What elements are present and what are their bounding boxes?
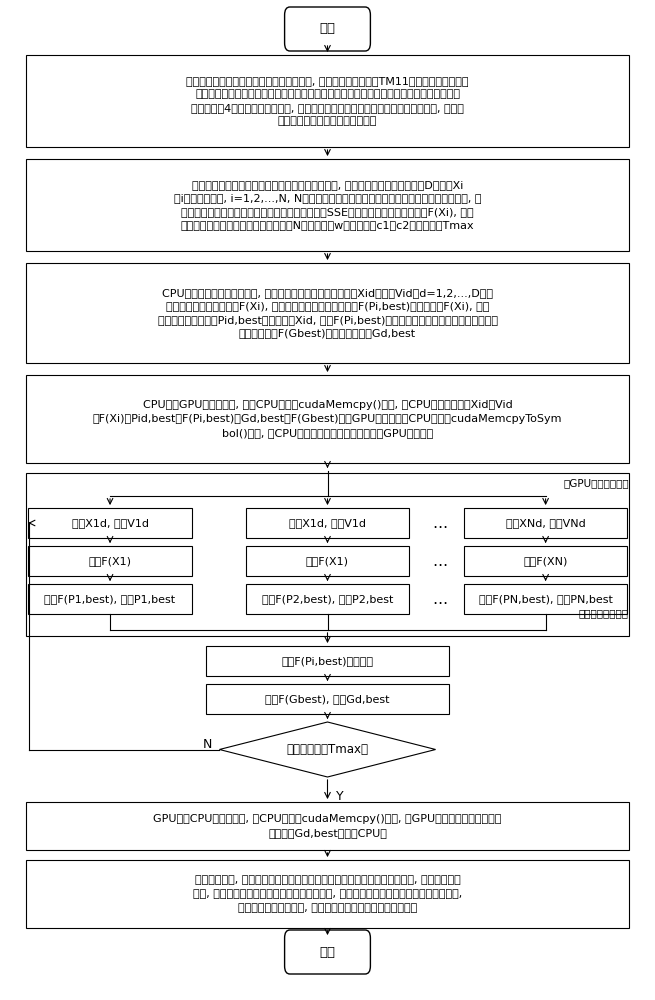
Bar	[26, 375, 629, 463]
Polygon shape	[219, 722, 436, 777]
Bar	[28, 584, 192, 614]
Text: Y: Y	[335, 790, 343, 803]
Text: 计算F(X1): 计算F(X1)	[306, 556, 349, 566]
Text: （并行规约算法）: （并行规约算法）	[579, 608, 629, 618]
Text: 更新F(P2,best), 更新P2,best: 更新F(P2,best), 更新P2,best	[262, 594, 393, 604]
Text: 构建圆形微带天线谐振频率的粒子群神经网络模型, 包括将每个粒子编码成一个D维向量Xi
（i代表粒子编号, i=1,2,...,N, N为粒子群中的粒子数目）代表: 构建圆形微带天线谐振频率的粒子群神经网络模型, 包括将每个粒子编码成一个D维向量…	[174, 180, 481, 230]
Bar	[26, 263, 629, 363]
Bar	[464, 584, 627, 614]
Bar	[464, 508, 627, 538]
Text: 更新XNd, 更新VNd: 更新XNd, 更新VNd	[506, 518, 586, 528]
Text: GPU端到CPU端数据传递, 即CPU端调用cudaMemcpy()函数, 将GPU端训练好的神经网络最
优权阈值Gd,best传回至CPU端: GPU端到CPU端数据传递, 即CPU端调用cudaMemcpy()函数, 将G…	[153, 814, 502, 838]
Text: 更新X1d, 更新V1d: 更新X1d, 更新V1d	[289, 518, 366, 528]
Text: 构建圆形微带天线谐振频率的神经网络模型, 包括将圆形微带天线TM11模式下谐振频率的神
经网络训练样本和测试样本（每个样本包含贴片半径、介质基片厚度、相对介电常: 构建圆形微带天线谐振频率的神经网络模型, 包括将圆形微带天线TM11模式下谐振频…	[186, 76, 469, 126]
Bar	[26, 802, 629, 850]
Bar	[246, 546, 409, 576]
Text: 更新F(Gbest), 更新Gd,best: 更新F(Gbest), 更新Gd,best	[265, 694, 390, 704]
Text: 分析建模性能, 包括将归一化的训练样本和测试样本带入训练好的神经网络, 将网络输出反
归一, 得到圆形微带天线谐振频率的网络输出值, 求出网络输出值与实测值的绝: 分析建模性能, 包括将归一化的训练样本和测试样本带入训练好的神经网络, 将网络输…	[193, 875, 462, 913]
Text: …: …	[432, 554, 448, 569]
Text: …: …	[432, 592, 448, 607]
Text: 更新F(PN,best), 更新PN,best: 更新F(PN,best), 更新PN,best	[479, 594, 612, 604]
Bar	[246, 584, 409, 614]
Bar	[206, 684, 449, 714]
Text: CPU端初始化粒子群神经网络, 包括随机初始化每个粒子的位置Xid和速度Vid（d=1,2,...,D），
计算每个粒子的适应度值F(Xi), 每个粒子的个体最: CPU端初始化粒子群神经网络, 包括随机初始化每个粒子的位置Xid和速度Vid（…	[157, 288, 498, 338]
Text: 所有F(Pi,best)的最小值: 所有F(Pi,best)的最小值	[282, 656, 373, 666]
Text: 计算F(XN): 计算F(XN)	[523, 556, 568, 566]
Text: 更新F(P1,best), 更新P1,best: 更新F(P1,best), 更新P1,best	[45, 594, 176, 604]
Bar	[26, 55, 629, 147]
Bar	[26, 860, 629, 928]
Text: 开始: 开始	[320, 22, 335, 35]
Bar	[26, 159, 629, 251]
Bar	[28, 508, 192, 538]
Text: （GPU线程级并行）: （GPU线程级并行）	[563, 478, 629, 488]
Text: 达到迭代次数Tmax？: 达到迭代次数Tmax？	[286, 743, 369, 756]
Bar	[206, 646, 449, 676]
Text: CPU端到GPU端数据传递, 包括CPU端调用cudaMemcpy()函数, 将CPU端的粒子数据Xid、Vid
、F(Xi)、Pid,best、F(Pi,be: CPU端到GPU端数据传递, 包括CPU端调用cudaMemcpy()函数, 将…	[93, 400, 562, 438]
Bar	[26, 473, 629, 636]
Bar	[28, 546, 192, 576]
Text: …: …	[432, 516, 448, 531]
Text: N: N	[203, 738, 212, 751]
Bar	[246, 508, 409, 538]
FancyBboxPatch shape	[285, 930, 371, 974]
Text: 结束: 结束	[320, 946, 335, 959]
Bar	[464, 546, 627, 576]
Text: 更新X1d, 更新V1d: 更新X1d, 更新V1d	[71, 518, 149, 528]
Text: 计算F(X1): 计算F(X1)	[88, 556, 132, 566]
FancyBboxPatch shape	[285, 7, 371, 51]
